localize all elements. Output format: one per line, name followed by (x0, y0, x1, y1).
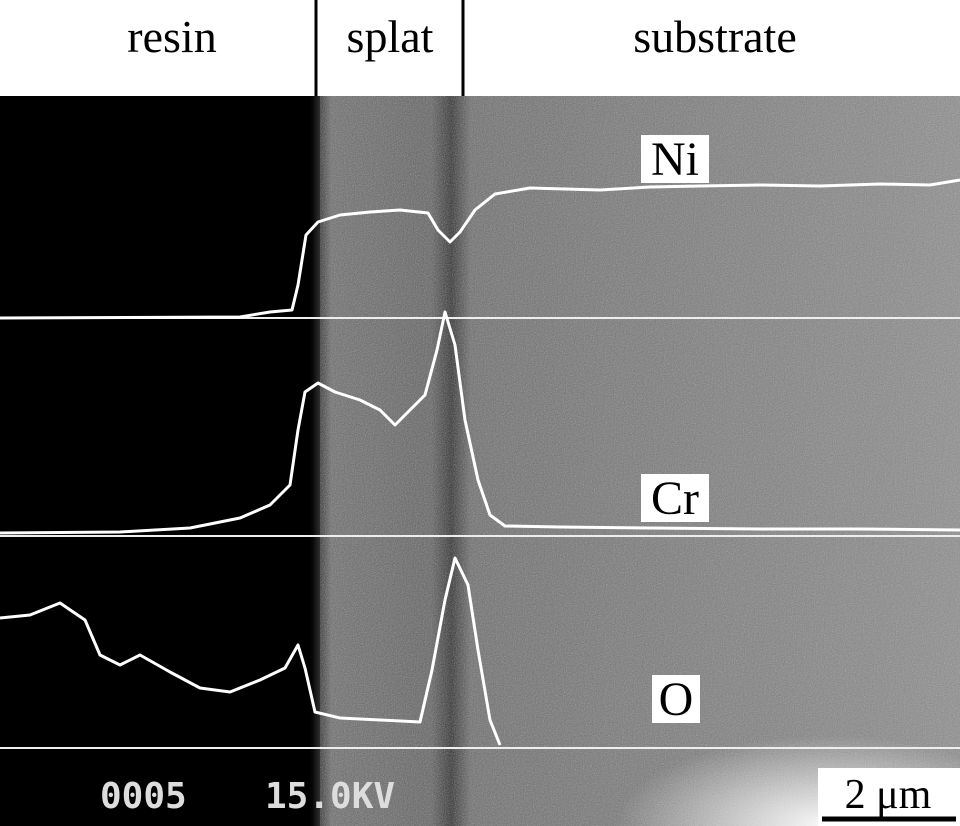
scale-box (818, 768, 960, 826)
region-label: resin (127, 11, 216, 62)
counter: 0005 (100, 776, 187, 817)
micrograph (0, 96, 960, 826)
cr-trace (0, 310, 960, 535)
voltage: 15.0KV (265, 776, 395, 817)
o-trace (0, 556, 502, 746)
label-box (641, 135, 709, 183)
element-label: Ni (651, 133, 699, 186)
label-box (641, 474, 709, 522)
region-label: splat (347, 11, 434, 62)
ni-trace (0, 178, 960, 320)
element-label: O (659, 673, 694, 726)
element-label: Cr (651, 472, 699, 525)
label-box (652, 675, 700, 723)
region-label: substrate (633, 11, 797, 62)
scale-label: 2 μm (845, 772, 932, 818)
